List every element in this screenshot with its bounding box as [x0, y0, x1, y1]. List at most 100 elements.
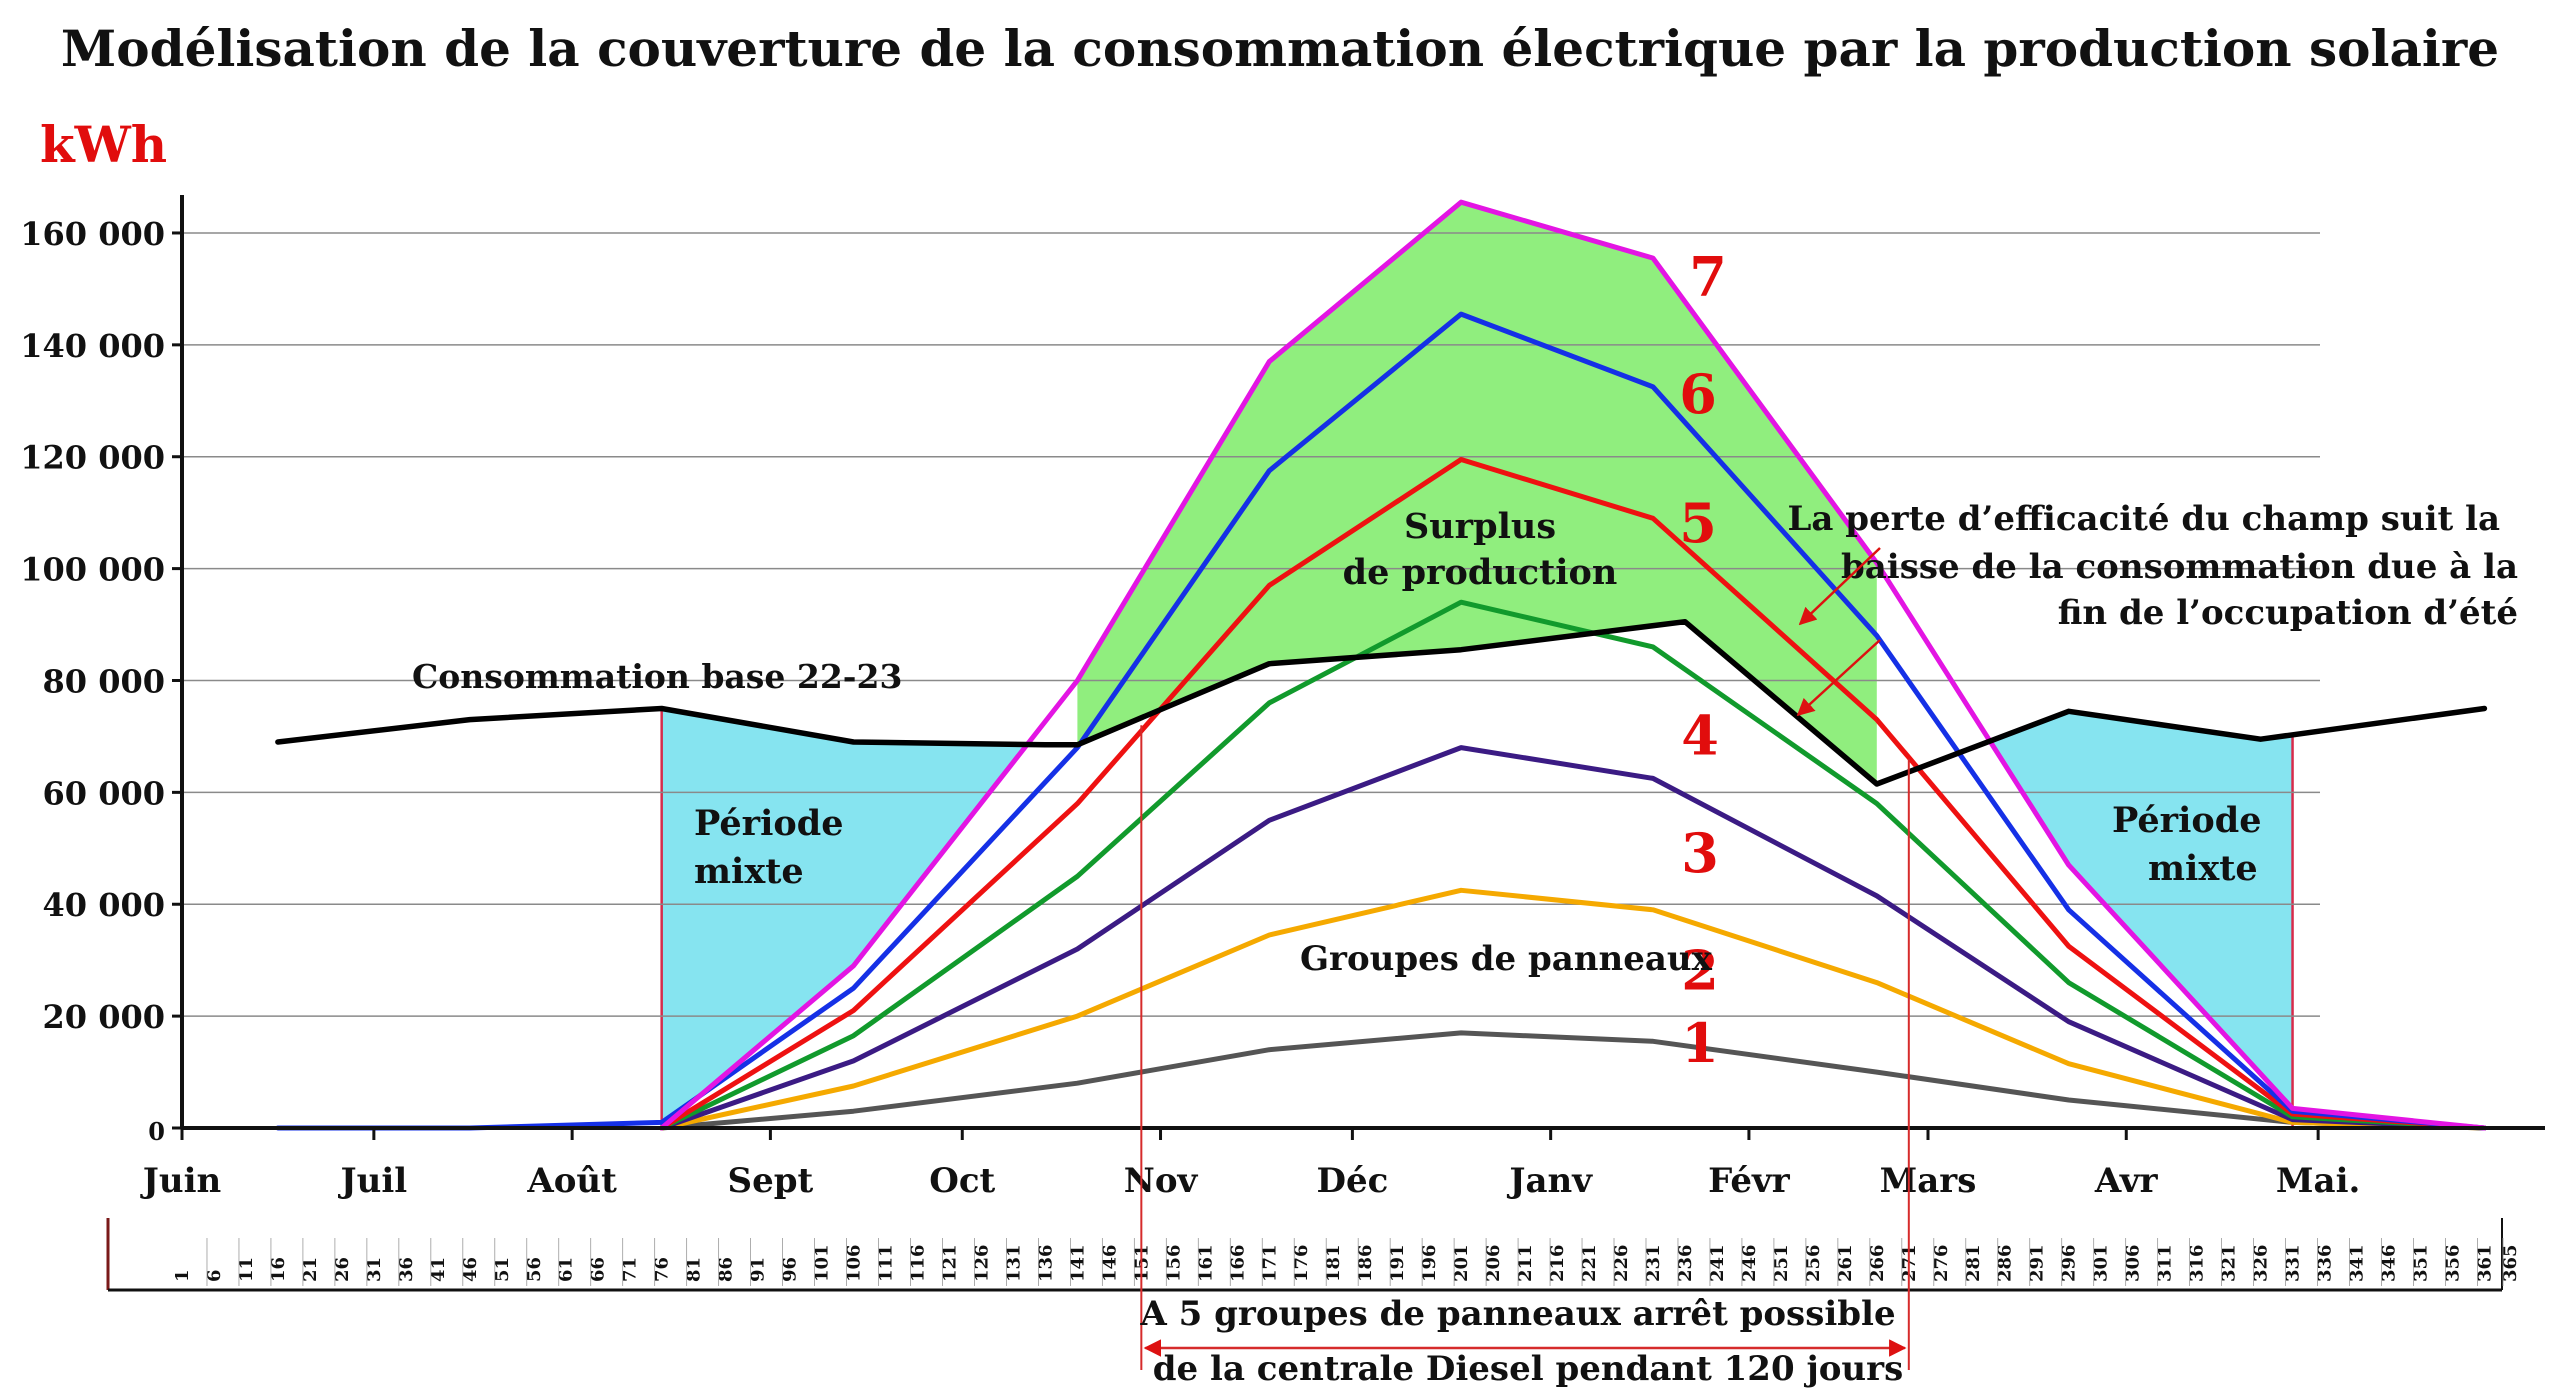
consumption-line [275, 618, 2488, 787]
mixed-period-area-1 [661, 708, 1078, 1128]
day-tick-label: 341 [2347, 1244, 2368, 1282]
day-tick-label: 231 [1643, 1244, 1664, 1282]
day-tick-label: 291 [2027, 1244, 2048, 1282]
series-line-1 [659, 1030, 2487, 1131]
day-tick-label: 246 [1739, 1244, 1760, 1282]
day-tick-label: 171 [1259, 1244, 1280, 1282]
day-tick-label: 161 [1195, 1244, 1216, 1282]
efficiency-arrow-1 [1798, 547, 1881, 626]
chart-title: Modélisation de la couverture de la cons… [61, 19, 2499, 78]
day-tick-label: 101 [812, 1244, 833, 1282]
day-tick-label: 336 [2315, 1244, 2336, 1282]
efficiency-line3: fin de l’occupation d’été [2058, 593, 2518, 633]
day-tick-label: 211 [1515, 1244, 1536, 1282]
efficiency-arrow-2 [1796, 639, 1881, 717]
day-tick-label: 191 [1387, 1244, 1408, 1282]
diesel-line1: A 5 groupes de panneaux arrêt possible [1139, 1294, 1895, 1334]
day-tick-label: 196 [1419, 1244, 1440, 1282]
series-label-5: 5 [1679, 491, 1717, 555]
efficiency-line2: baisse de la consommation due à la [1841, 547, 2518, 587]
day-tick-label: 26 [332, 1257, 353, 1282]
consumption-label: Consommation base 22-23 [412, 657, 902, 696]
y-tick-label: 120 000 [20, 439, 165, 477]
mixed-period-1-line1: Période [694, 803, 843, 844]
day-tick-label: 6 [204, 1269, 225, 1282]
day-tick-label: 131 [1003, 1244, 1024, 1282]
day-tick-label: 141 [1067, 1244, 1088, 1282]
chart-fills [660, 202, 2294, 1128]
day-tick-label: 361 [2474, 1244, 2495, 1282]
chart-lines [275, 199, 2488, 1131]
y-tick-label: 0 [148, 1117, 165, 1146]
day-tick-label: 251 [1771, 1244, 1792, 1282]
day-tick-label: 206 [1483, 1244, 1504, 1282]
y-tick-label: 20 000 [43, 998, 165, 1036]
y-tick-label: 60 000 [43, 774, 165, 812]
series-label-1: 1 [1681, 1011, 1719, 1075]
month-label: Févr [1708, 1161, 1791, 1201]
day-tick-label: 126 [972, 1244, 993, 1282]
month-label: Sept [728, 1161, 814, 1201]
day-tick-label: 91 [748, 1257, 769, 1282]
chart-labels: 1 2 3 4 5 6 7 [1679, 245, 1727, 1075]
day-tick-label: 111 [876, 1244, 897, 1282]
day-tick-label: 71 [620, 1257, 641, 1282]
mixed-period-1-line2: mixte [694, 851, 804, 892]
day-tick-label: 21 [300, 1257, 321, 1282]
day-tick-label: 146 [1099, 1244, 1120, 1282]
day-tick-label: 286 [1995, 1244, 2016, 1282]
month-label: Janv [1506, 1161, 1593, 1201]
y-tick-label: 40 000 [43, 886, 165, 924]
day-tick-label: 166 [1227, 1244, 1248, 1282]
mixed-period-area-2 [1876, 711, 2293, 1109]
series-line-6 [275, 311, 2487, 1131]
day-tick-label: 66 [588, 1257, 609, 1282]
day-tick-label: 11 [236, 1257, 257, 1282]
day-tick-label: 365 [2500, 1244, 2521, 1282]
day-tick-label: 106 [844, 1244, 865, 1282]
y-axis-unit: kWh [40, 115, 167, 174]
series-label-6: 6 [1679, 362, 1717, 426]
day-tick-label: 1 [172, 1269, 193, 1282]
diesel-line2: de la centrale Diesel pendant 120 jours [1153, 1349, 1903, 1389]
month-label: Oct [929, 1161, 995, 1201]
groupes-label: Groupes de panneaux [1300, 939, 1713, 979]
day-tick-label: 116 [908, 1244, 929, 1282]
day-tick-label: 201 [1451, 1244, 1472, 1282]
day-tick-label: 136 [1035, 1244, 1056, 1282]
month-label: Août [526, 1161, 617, 1201]
day-tick-label: 56 [524, 1257, 545, 1282]
day-tick-label: 321 [2219, 1244, 2240, 1282]
day-tick-label: 316 [2187, 1244, 2208, 1282]
month-label: Mai. [2276, 1161, 2360, 1201]
y-tick-label: 160 000 [20, 215, 165, 253]
month-label: Juin [140, 1161, 221, 1201]
day-tick-label: 156 [1163, 1244, 1184, 1282]
day-tick-label: 16 [268, 1257, 289, 1282]
day-tick-label: 261 [1835, 1244, 1856, 1282]
month-label: Nov [1124, 1161, 1199, 1201]
day-tick-label: 326 [2251, 1244, 2272, 1282]
day-tick-label: 121 [940, 1244, 961, 1282]
day-tick-label: 311 [2155, 1244, 2176, 1282]
y-tick-label: 140 000 [20, 327, 165, 365]
series-line-5 [659, 457, 2487, 1131]
day-tick-label: 216 [1547, 1244, 1568, 1282]
day-tick-label: 176 [1291, 1244, 1312, 1282]
day-tick-label: 351 [2411, 1244, 2432, 1282]
day-tick-label: 36 [396, 1257, 417, 1282]
day-tick-label: 356 [2442, 1244, 2463, 1282]
day-tick-label: 236 [1675, 1244, 1696, 1282]
day-tick-label: 41 [428, 1257, 449, 1282]
day-tick-label: 266 [1867, 1244, 1888, 1282]
month-label: Juil [338, 1161, 408, 1201]
day-tick-label: 86 [716, 1257, 737, 1282]
day-tick-label: 186 [1355, 1244, 1376, 1282]
series-label-4: 4 [1681, 703, 1719, 767]
day-tick-label: 221 [1579, 1244, 1600, 1282]
day-tick-label: 241 [1707, 1244, 1728, 1282]
series-line-7 [659, 199, 2487, 1131]
series-line-4 [659, 599, 2487, 1131]
surplus-label-line2: de production [1343, 552, 1618, 593]
series-line-3 [659, 745, 2487, 1131]
